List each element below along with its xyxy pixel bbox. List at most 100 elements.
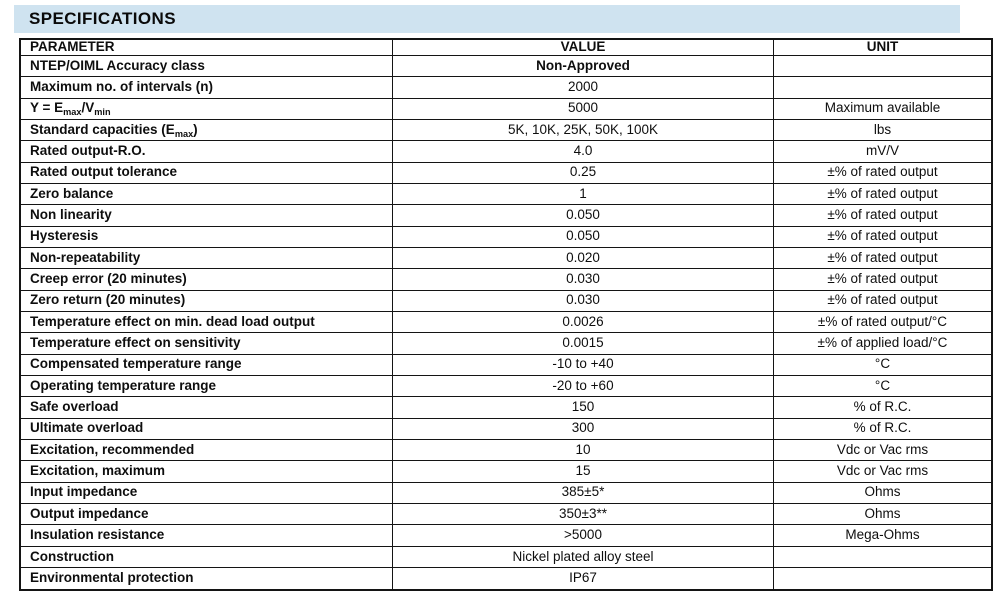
table-row: Zero return (20 minutes) 0.030 ±% of rated… bbox=[19, 289, 993, 312]
parameter-cell: Rated output-R.O. bbox=[19, 140, 393, 163]
value-cell: 15 bbox=[392, 460, 774, 483]
column-header-value: VALUE bbox=[392, 38, 774, 56]
unit-cell: ±% of rated output bbox=[773, 182, 993, 206]
unit-cell bbox=[773, 545, 993, 569]
value-cell: 0.25 bbox=[392, 161, 774, 184]
value-cell: 0.0015 bbox=[392, 332, 774, 355]
value-cell: 5000 bbox=[392, 97, 774, 120]
parameter-cell: Zero return (20 minutes) bbox=[19, 289, 393, 312]
table-row: Construction Nickel plated alloy steel bbox=[19, 545, 993, 569]
unit-cell: Mega-Ohms bbox=[773, 524, 993, 547]
specifications-table: PARAMETER VALUE UNIT NTEP/OIML Accuracy … bbox=[19, 38, 993, 591]
unit-cell: ±% of rated output bbox=[773, 225, 993, 248]
table-head: PARAMETER VALUE UNIT bbox=[19, 38, 993, 56]
unit-cell: ±% of rated output bbox=[773, 246, 993, 270]
value-cell: Nickel plated alloy steel bbox=[392, 545, 774, 569]
table-row: Temperature effect on min. dead load out… bbox=[19, 310, 993, 334]
table-row: Ultimate overload 300% of R.C. bbox=[19, 417, 993, 441]
table-row: Creep error (20 minutes) 0.030 ±% of rated… bbox=[19, 268, 993, 291]
unit-cell: °C bbox=[773, 353, 993, 377]
unit-cell: °C bbox=[773, 374, 993, 398]
table-body: NTEP/OIML Accuracy class Non-Approved Maxi… bbox=[19, 54, 993, 591]
unit-cell: ±% of rated output bbox=[773, 289, 993, 312]
table-row: Safe overload 150% of R.C. bbox=[19, 396, 993, 419]
table-row: Rated output-R.O. 4.0 mV/V bbox=[19, 140, 993, 163]
unit-cell: % of R.C. bbox=[773, 417, 993, 441]
table-row: Excitation, maximum 15 Vdc or Vac rms bbox=[19, 460, 993, 483]
unit-cell: Vdc or Vac rms bbox=[773, 460, 993, 483]
value-cell: -20 to +60 bbox=[392, 374, 774, 398]
table-row: Input impedance 385±5* Ohms bbox=[19, 481, 993, 505]
unit-cell: Maximum available bbox=[773, 97, 993, 120]
value-cell: 0.020 bbox=[392, 246, 774, 270]
table-row: Compensated temperature range -10 to +40 °… bbox=[19, 353, 993, 377]
table-row: Non-repeatability 0.020 ±% of rated output bbox=[19, 246, 993, 270]
parameter-cell: Operating temperature range bbox=[19, 374, 393, 398]
value-cell: 2000 bbox=[392, 76, 774, 99]
parameter-cell: Insulation resistance bbox=[19, 524, 393, 547]
parameter-cell: Excitation, maximum bbox=[19, 460, 393, 483]
value-cell: Non-Approved bbox=[392, 54, 774, 78]
parameter-cell: Zero balance bbox=[19, 182, 393, 206]
parameter-cell: NTEP/OIML Accuracy class bbox=[19, 54, 393, 78]
parameter-cell: Input impedance bbox=[19, 481, 393, 505]
value-cell: IP67 bbox=[392, 567, 774, 591]
parameter-cell: Compensated temperature range bbox=[19, 353, 393, 377]
unit-cell bbox=[773, 54, 993, 78]
parameter-cell: Temperature effect on min. dead load out… bbox=[19, 310, 393, 334]
section-title: SPECIFICATIONS bbox=[29, 9, 176, 28]
unit-cell: ±% of rated output bbox=[773, 161, 993, 184]
unit-cell: ±% of rated output bbox=[773, 204, 993, 227]
parameter-cell: Environmental protection bbox=[19, 567, 393, 591]
parameter-cell: Creep error (20 minutes) bbox=[19, 268, 393, 291]
table-row: Standard capacities (Emax) 5K, 10K, 25K, … bbox=[19, 118, 993, 142]
parameter-cell: Construction bbox=[19, 545, 393, 569]
table-row: Zero balance 1 ±% of rated output bbox=[19, 182, 993, 206]
table-row: Hysteresis 0.050 ±% of rated output bbox=[19, 225, 993, 248]
value-cell: -10 to +40 bbox=[392, 353, 774, 377]
table-row: NTEP/OIML Accuracy class Non-Approved bbox=[19, 54, 993, 78]
value-cell: 0.050 bbox=[392, 204, 774, 227]
parameter-cell: Excitation, recommended bbox=[19, 439, 393, 462]
value-cell: 4.0 bbox=[392, 140, 774, 163]
value-cell: 0.0026 bbox=[392, 310, 774, 334]
parameter-cell: Standard capacities (Emax) bbox=[19, 118, 393, 142]
table-row: Y = Emax/Vmin 5000 Maximum available bbox=[19, 97, 993, 120]
parameter-cell: Temperature effect on sensitivity bbox=[19, 332, 393, 355]
value-cell: 0.030 bbox=[392, 268, 774, 291]
table-row: Output impedance 350±3** Ohms bbox=[19, 503, 993, 526]
section-header-bar: SPECIFICATIONS bbox=[14, 5, 960, 33]
parameter-cell: Non-repeatability bbox=[19, 246, 393, 270]
unit-cell: ±% of rated output bbox=[773, 268, 993, 291]
unit-cell: lbs bbox=[773, 118, 993, 142]
table-row: Maximum no. of intervals (n) 2000 bbox=[19, 76, 993, 99]
parameter-cell: Ultimate overload bbox=[19, 417, 393, 441]
value-cell: 1 bbox=[392, 182, 774, 206]
unit-cell: Vdc or Vac rms bbox=[773, 439, 993, 462]
value-cell: 385±5* bbox=[392, 481, 774, 505]
table-header-row: PARAMETER VALUE UNIT bbox=[19, 38, 993, 56]
value-cell: 5K, 10K, 25K, 50K, 100K bbox=[392, 118, 774, 142]
parameter-cell: Y = Emax/Vmin bbox=[19, 97, 393, 120]
table-row: Operating temperature range -20 to +60 °C bbox=[19, 374, 993, 398]
value-cell: 350±3** bbox=[392, 503, 774, 526]
unit-cell: Ohms bbox=[773, 481, 993, 505]
value-cell: >5000 bbox=[392, 524, 774, 547]
value-cell: 150 bbox=[392, 396, 774, 419]
unit-cell bbox=[773, 76, 993, 99]
table-row: Temperature effect on sensitivity 0.0015 ±… bbox=[19, 332, 993, 355]
parameter-cell: Maximum no. of intervals (n) bbox=[19, 76, 393, 99]
unit-cell: Ohms bbox=[773, 503, 993, 526]
parameter-cell: Output impedance bbox=[19, 503, 393, 526]
table-row: Rated output tolerance 0.25 ±% of rated ou… bbox=[19, 161, 993, 184]
table-row: Excitation, recommended 10 Vdc or Vac rms bbox=[19, 439, 993, 462]
unit-cell: ±% of rated output/°C bbox=[773, 310, 993, 334]
unit-cell: % of R.C. bbox=[773, 396, 993, 419]
table-row: Insulation resistance >5000 Mega-Ohms bbox=[19, 524, 993, 547]
parameter-cell: Safe overload bbox=[19, 396, 393, 419]
table-row: Environmental protection IP67 bbox=[19, 567, 993, 591]
table-row: Non linearity 0.050 ±% of rated output bbox=[19, 204, 993, 227]
parameter-cell: Rated output tolerance bbox=[19, 161, 393, 184]
value-cell: 300 bbox=[392, 417, 774, 441]
